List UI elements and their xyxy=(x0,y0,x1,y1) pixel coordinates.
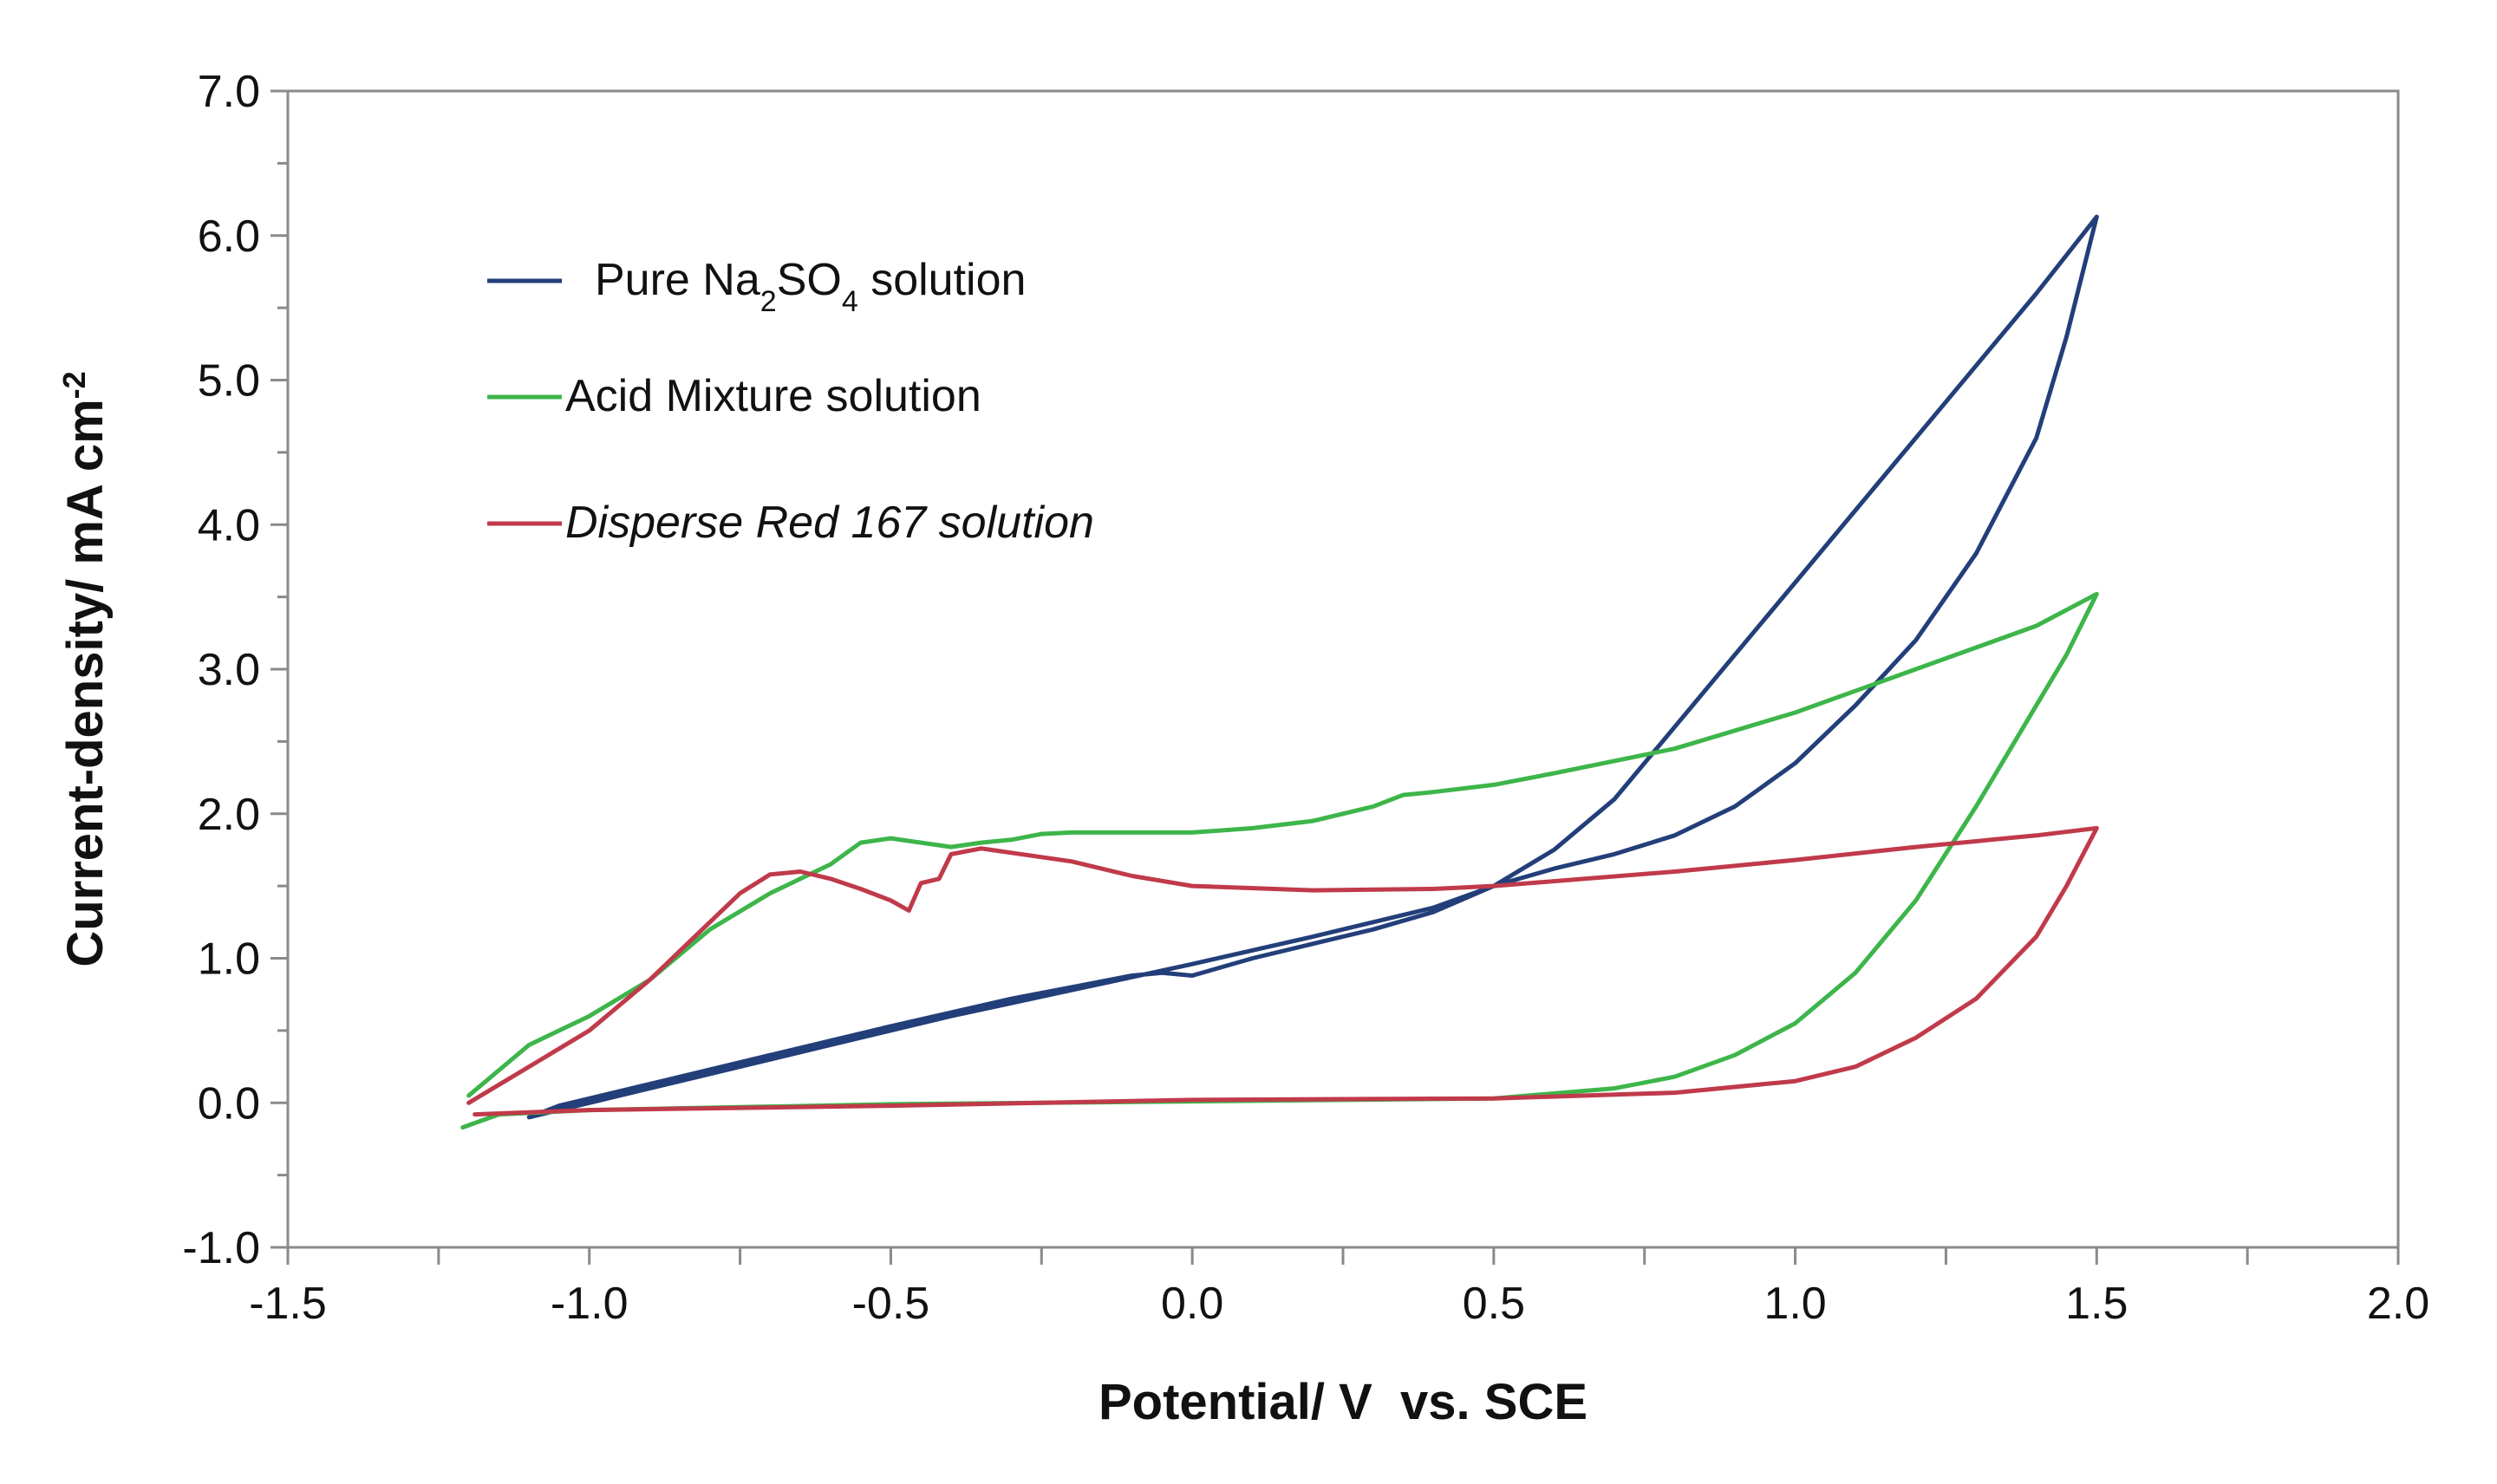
x-tick-label: -1.5 xyxy=(249,1279,327,1329)
legend-subscript: 4 xyxy=(842,285,858,318)
y-tick-label: 6.0 xyxy=(198,212,260,262)
y-axis-title-superscript: -2 xyxy=(56,371,92,399)
x-tick-label: -1.0 xyxy=(551,1279,629,1329)
x-tick-label: 0.5 xyxy=(1463,1279,1525,1329)
series-lines xyxy=(460,214,2099,1130)
legend-subscript: 2 xyxy=(760,285,777,318)
legend-label-part: SO xyxy=(777,255,842,305)
x-tick-label: 2.0 xyxy=(2367,1279,2429,1329)
y-axis: -1.0 0.0 1.0 2.0 3.0 4.0 5.0 6.0 7.0 xyxy=(182,67,288,1273)
y-tick-label: 4.0 xyxy=(198,500,260,550)
y-axis-title-text: Current-density/ mA cm xyxy=(57,399,114,967)
y-tick-label: 3.0 xyxy=(198,645,260,695)
y-tick-label: 0.0 xyxy=(198,1078,260,1129)
legend-label: Pure Na2SO4 solution xyxy=(595,255,1026,318)
legend-label: Acid Mixture solution xyxy=(565,371,981,421)
y-tick-label: 1.0 xyxy=(198,934,260,985)
x-tick-label: -0.5 xyxy=(852,1279,930,1329)
x-tick-label: 1.0 xyxy=(1764,1279,1826,1329)
x-tick-label: 0.0 xyxy=(1161,1279,1223,1329)
legend-label-part: Pure Na xyxy=(595,255,760,305)
y-tick-label: 7.0 xyxy=(198,67,260,117)
y-tick-label: 2.0 xyxy=(198,790,260,840)
legend-label-part: Disperse Red 167 solution xyxy=(565,498,1094,548)
x-axis-title: Potential/ V vs. SCE xyxy=(1099,1374,1588,1430)
series-line-3 xyxy=(466,825,2099,1117)
series-line-2 xyxy=(460,591,2099,1130)
y-axis-title: Current-density/ mA cm-2 xyxy=(56,371,114,967)
series-line-1 xyxy=(526,214,2099,1120)
legend-label: Disperse Red 167 solution xyxy=(565,498,1094,548)
y-tick-label: -1.0 xyxy=(182,1223,260,1273)
x-tick-label: 1.5 xyxy=(2065,1279,2128,1329)
x-axis: -1.5 -1.0 -0.5 0.0 0.5 1.0 1.5 2.0 xyxy=(249,1247,2429,1329)
legend-label-part: solution xyxy=(858,255,1027,305)
legend-label-part: Acid Mixture solution xyxy=(565,371,981,421)
legend: Pure Na2SO4 solution Acid Mixture solutio… xyxy=(487,255,1094,548)
y-tick-label: 5.0 xyxy=(198,356,260,407)
